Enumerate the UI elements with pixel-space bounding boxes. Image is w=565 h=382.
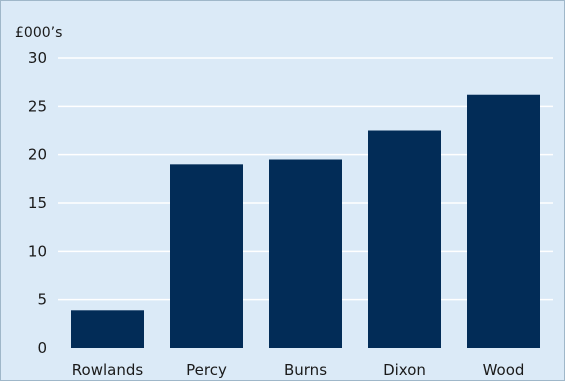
y-tick-label: 25 (28, 97, 47, 115)
y-tick-label: 10 (28, 242, 47, 260)
x-tick-label: Wood (483, 361, 525, 379)
y-tick-label: 5 (37, 291, 47, 309)
y-tick-label: 15 (28, 194, 47, 212)
y-axis-ticks: 0 5 10 15 20 25 30 (28, 49, 47, 357)
x-tick-label: Percy (186, 361, 227, 379)
x-tick-label: Burns (284, 361, 327, 379)
bar-wood (467, 94, 540, 348)
bar-rowlands (71, 310, 144, 348)
y-axis-unit-label: £000’s (15, 25, 62, 41)
x-tick-label: Dixon (383, 361, 426, 379)
y-tick-label: 0 (37, 339, 47, 357)
y-tick-label: 30 (28, 49, 47, 67)
y-tick-label: 20 (28, 146, 47, 164)
bars (71, 94, 540, 348)
bar-burns (269, 159, 342, 348)
x-tick-label: Rowlands (72, 361, 144, 379)
bar-dixon (368, 130, 441, 348)
x-axis-ticks: Rowlands Percy Burns Dixon Wood (72, 361, 525, 379)
bar-percy (170, 164, 243, 348)
